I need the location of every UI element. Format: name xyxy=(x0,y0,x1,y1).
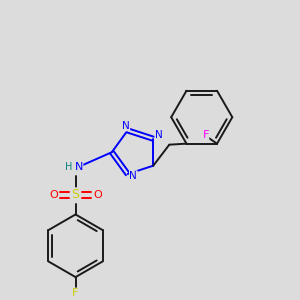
Text: N: N xyxy=(155,130,163,140)
Text: H: H xyxy=(65,162,72,172)
Text: S: S xyxy=(71,188,80,201)
Text: N: N xyxy=(74,162,83,172)
Text: N: N xyxy=(122,121,130,131)
Text: N: N xyxy=(130,171,137,181)
Text: F: F xyxy=(202,130,209,140)
Text: O: O xyxy=(93,190,102,200)
Text: O: O xyxy=(49,190,58,200)
Text: F: F xyxy=(72,288,79,298)
